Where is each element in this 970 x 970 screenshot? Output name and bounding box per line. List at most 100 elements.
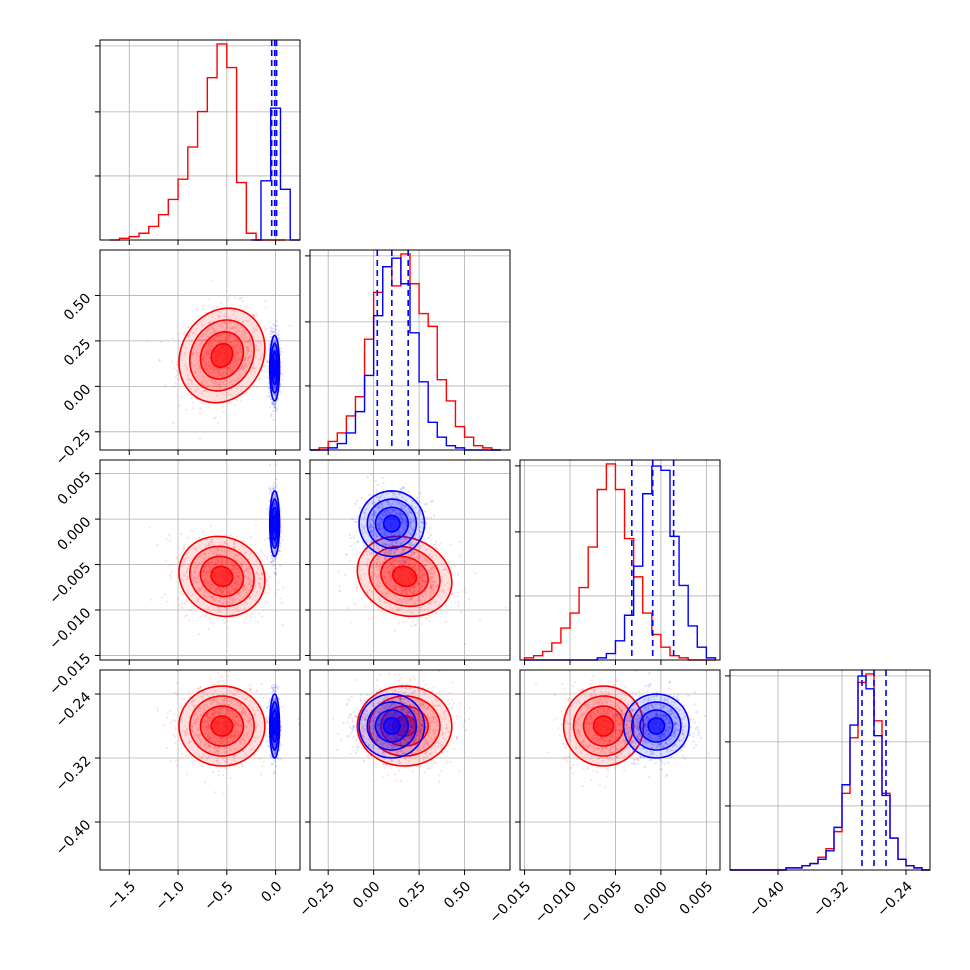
scatter-point [410,553,413,557]
scatter-point [230,341,233,344]
scatter-point [244,358,247,361]
scatter-point [356,540,359,544]
scatter-point [266,360,269,363]
scatter-point [211,683,214,686]
scatter-point [377,483,380,486]
scatter-panel-1-2 [310,460,510,660]
scatter-point [223,339,226,342]
scatter-point [241,326,244,329]
scatter-point [227,334,230,337]
scatter-point [214,416,217,419]
scatter-point [240,765,244,768]
scatter-point [218,773,221,777]
scatter-point [219,680,222,683]
scatter-point [280,601,283,604]
scatter-point [430,533,433,536]
scatter-point [360,496,363,499]
scatter-point [209,621,213,624]
scatter-point [180,396,183,399]
scatter-point [228,341,231,344]
scatter-point [239,344,242,347]
scatter-point [268,575,271,578]
scatter-point [228,333,231,336]
scatter-point [207,321,210,324]
scatter-point [270,330,274,333]
scatter-point [204,363,207,366]
scatter-point [229,328,232,331]
scatter-point [173,712,176,716]
scatter-point [217,372,221,375]
scatter-point [236,387,239,390]
scatter-point [428,620,431,623]
scatter-point [279,542,282,545]
scatter-point [243,357,246,360]
scatter-point [221,405,224,408]
scatter-point [271,401,274,404]
scatter-point [219,675,222,678]
scatter-point [204,339,207,342]
scatter-point [268,491,271,494]
histogram-panel-3-border [729,669,931,871]
scatter-point [235,351,238,354]
scatter-point [197,351,200,354]
scatter-point [222,792,225,795]
scatter-point [180,602,184,606]
scatter-point [208,321,211,324]
scatter-point [227,626,230,629]
scatter-point [225,327,228,330]
scatter-point [256,341,259,344]
scatter-point [195,307,198,310]
scatter-point [249,355,252,358]
scatter-point [218,324,221,327]
scatter-point [225,315,228,318]
scatter-point [245,391,248,394]
scatter-point [241,364,244,367]
histogram-panel-2 [515,460,720,661]
scatter-point [425,542,428,545]
scatter-point [171,563,174,566]
scatter-point [464,642,467,645]
scatter-point [274,592,277,595]
scatter-point [221,339,224,342]
scatter-point [459,540,462,544]
scatter-point [245,615,248,618]
scatter-point [208,617,211,620]
scatter-point [186,374,189,377]
scatter-point [220,380,223,383]
scatter-point [400,562,403,565]
scatter-point [413,552,416,555]
scatter-panel-0-1 [100,250,300,450]
scatter-point [205,350,208,353]
scatter-point [375,491,378,494]
scatter-point [240,336,243,339]
scatter-point [215,382,218,385]
scatter-point [410,624,413,628]
scatter-point [366,475,369,478]
scatter-point [169,576,172,579]
scatter-point [439,542,442,545]
scatter-point [222,371,225,375]
scatter-point [185,346,188,349]
scatter-point [247,341,250,344]
scatter-point [195,371,198,374]
scatter-point [223,621,226,625]
scatter-point [275,319,278,322]
scatter-point [234,360,238,363]
scatter-point [270,415,273,418]
scatter-point [255,345,258,348]
scatter-point [352,536,355,539]
scatter-point [382,482,385,485]
scatter-point [219,301,222,304]
scatter-point [256,386,259,389]
scatter-point [260,355,263,358]
scatter-point [272,330,275,333]
scatter-point [217,370,220,373]
scatter-point [201,338,204,341]
scatter-point [216,680,219,683]
scatter-point [397,622,400,625]
scatter-point [358,551,361,554]
scatter-point [222,410,225,413]
scatter-point [353,602,356,606]
scatter-point [197,339,200,342]
scatter-point [165,538,168,541]
